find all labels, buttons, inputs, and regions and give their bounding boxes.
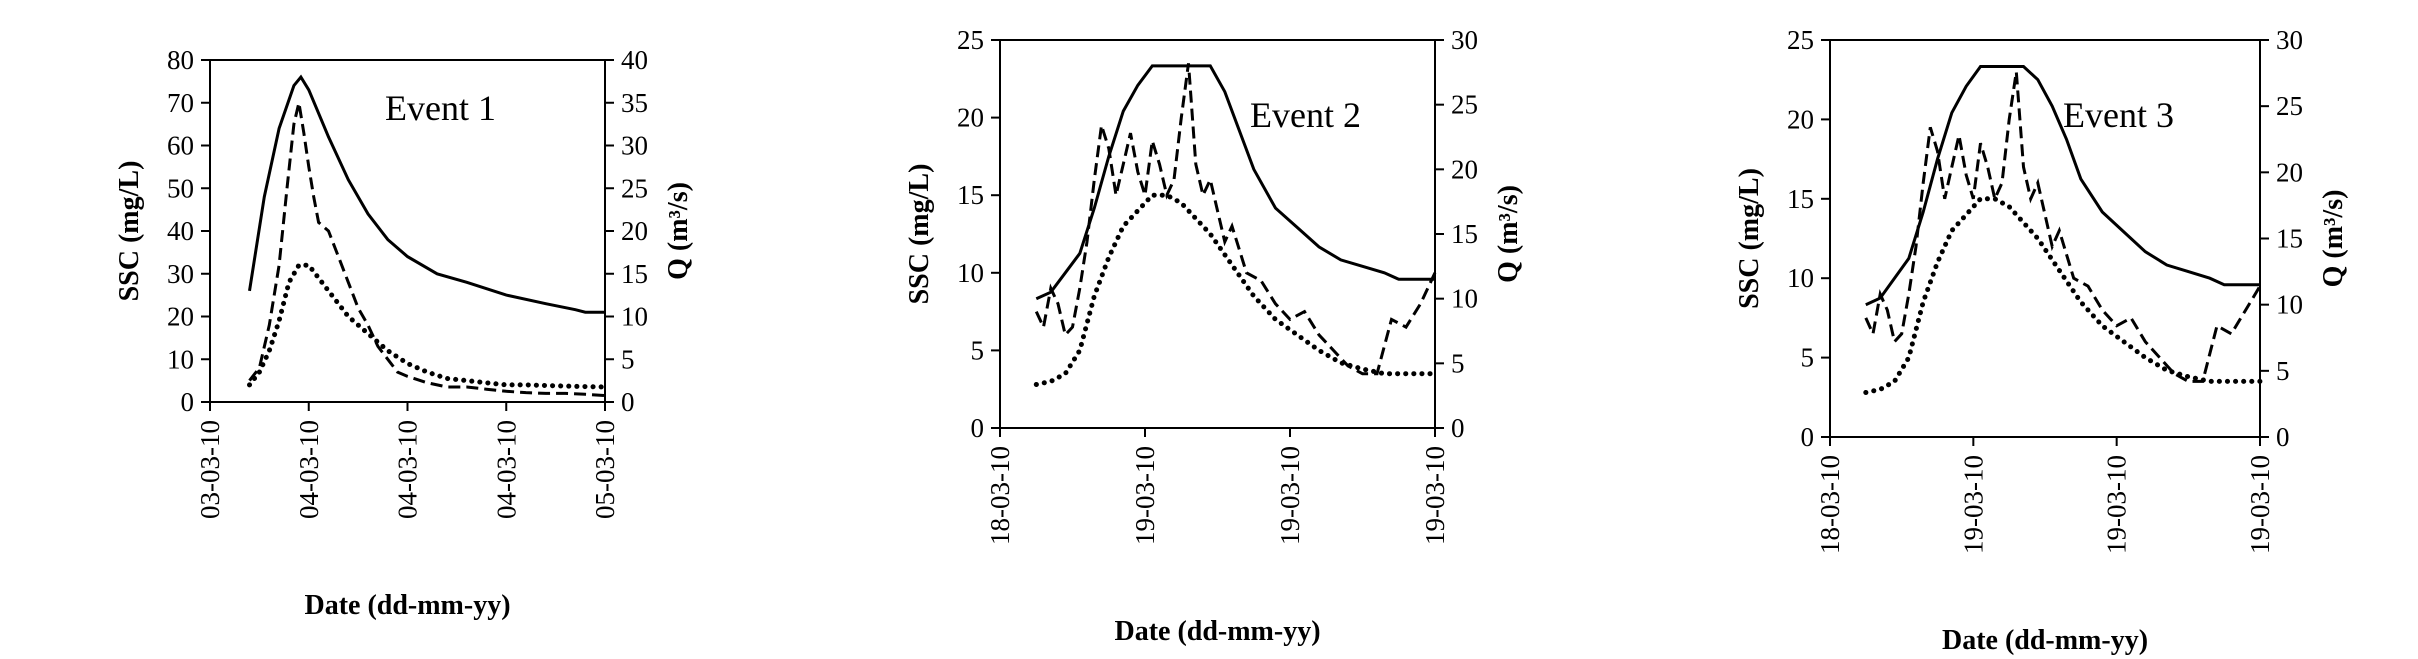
y2-axis-label: Q (m³/s) xyxy=(663,182,694,280)
y-tick-label: 10 xyxy=(167,344,194,374)
chart-panel-1: 0 10 20 30 40 50 60 70 80 0 5 10 15 20 25 30 35 40 03-03-1… xyxy=(114,45,694,621)
event-label: Event 2 xyxy=(1250,95,1361,135)
y2-tick-label: 20 xyxy=(2276,157,2303,187)
y2-axis-label: Q (m³/s) xyxy=(2318,190,2349,288)
y2-tick-label: 30 xyxy=(1451,25,1478,55)
y2-tick-label: 25 xyxy=(621,173,648,203)
y-tick-label: 5 xyxy=(1801,343,1815,373)
y-tick-label: 20 xyxy=(957,103,984,133)
y-tick-label: 20 xyxy=(1787,104,1814,134)
y2-tick-label: 0 xyxy=(2276,422,2290,452)
y2-tick-label: 10 xyxy=(621,302,648,332)
series-line-dotted xyxy=(1033,192,1438,387)
y2-tick-label: 5 xyxy=(2276,356,2290,386)
x-tick-label: 18-03-10 xyxy=(1815,455,1845,554)
x-tick-label: 04-03-10 xyxy=(491,420,521,519)
y-tick-label: 15 xyxy=(957,180,984,210)
chart-panel-3: 0 5 10 15 20 25 0 5 10 15 20 25 30 18-03-10 19-03-10 19… xyxy=(1734,25,2349,656)
x-axis-label: Date (dd-mm-yy) xyxy=(1942,625,2148,656)
y2-tick-label: 15 xyxy=(621,259,648,289)
x-tick-label: 19-03-10 xyxy=(1275,446,1305,545)
x-tick-label: 19-03-10 xyxy=(1958,455,1988,554)
y-tick-label: 10 xyxy=(957,258,984,288)
y2-tick-label: 15 xyxy=(2276,224,2303,254)
x-tick-label: 05-03-10 xyxy=(590,420,620,519)
y2-tick-label: 25 xyxy=(2276,91,2303,121)
y-tick-label: 20 xyxy=(167,302,194,332)
series-line-dashed xyxy=(1864,71,2262,383)
series-line-dotted xyxy=(1863,196,2263,395)
series-line-dashed xyxy=(1034,63,1437,376)
y2-tick-label: 5 xyxy=(621,344,635,374)
y-axis-label: SSC (mg/L) xyxy=(1734,168,1765,309)
x-tick-label: 19-03-10 xyxy=(2102,455,2132,554)
chart-panel-2: 0 5 10 15 20 25 0 5 10 15 20 25 30 18-03-10 19-03-10 19… xyxy=(904,25,1524,647)
x-axis-label: Date (dd-mm-yy) xyxy=(304,590,510,621)
y2-tick-label: 30 xyxy=(621,131,648,161)
y-tick-label: 5 xyxy=(971,335,985,365)
x-tick-label: 03-03-10 xyxy=(195,420,225,519)
y-tick-label: 40 xyxy=(167,216,194,246)
y-tick-label: 15 xyxy=(1787,184,1814,214)
y2-tick-label: 40 xyxy=(621,45,648,75)
plot-frame xyxy=(999,39,1436,429)
event-label: Event 1 xyxy=(385,88,496,128)
series-line-dotted xyxy=(247,262,608,390)
series-line-solid xyxy=(1865,65,2260,307)
y2-tick-label: 35 xyxy=(621,88,648,118)
series-line-solid xyxy=(248,74,605,314)
y-tick-label: 25 xyxy=(1787,25,1814,55)
series-line-dashed xyxy=(248,102,606,398)
y-tick-label: 10 xyxy=(1787,263,1814,293)
series-line-solid xyxy=(1035,64,1435,301)
y2-tick-label: 5 xyxy=(1451,348,1465,378)
y2-tick-label: 30 xyxy=(2276,25,2303,55)
y-axis-label: SSC (mg/L) xyxy=(904,164,935,305)
x-tick-label: 04-03-10 xyxy=(393,420,423,519)
event-label: Event 3 xyxy=(2063,95,2174,135)
y2-tick-label: 25 xyxy=(1451,90,1478,120)
x-tick-label: 19-03-10 xyxy=(2245,455,2275,554)
y2-tick-label: 20 xyxy=(621,216,648,246)
y2-axis-label: Q (m³/s) xyxy=(1493,185,1524,283)
y-tick-label: 25 xyxy=(957,25,984,55)
y2-tick-label: 15 xyxy=(1451,219,1478,249)
y-tick-label: 30 xyxy=(167,259,194,289)
x-tick-label: 18-03-10 xyxy=(985,446,1015,545)
y2-tick-label: 10 xyxy=(2276,290,2303,320)
x-tick-label: 19-03-10 xyxy=(1130,446,1160,545)
y-tick-label: 80 xyxy=(167,45,194,75)
y-tick-label: 0 xyxy=(1801,422,1815,452)
y-tick-label: 0 xyxy=(971,413,985,443)
x-tick-label: 19-03-10 xyxy=(1420,446,1450,545)
y2-tick-label: 0 xyxy=(1451,413,1465,443)
y2-tick-label: 20 xyxy=(1451,154,1478,184)
x-axis-label: Date (dd-mm-yy) xyxy=(1114,616,1320,647)
y2-tick-label: 10 xyxy=(1451,284,1478,314)
y-tick-label: 70 xyxy=(167,88,194,118)
y-tick-label: 60 xyxy=(167,131,194,161)
y-axis-label: SSC (mg/L) xyxy=(114,161,145,302)
x-tick-label: 04-03-10 xyxy=(294,420,324,519)
y-tick-label: 0 xyxy=(181,387,195,417)
y2-tick-label: 0 xyxy=(621,387,635,417)
y-tick-label: 50 xyxy=(167,173,194,203)
